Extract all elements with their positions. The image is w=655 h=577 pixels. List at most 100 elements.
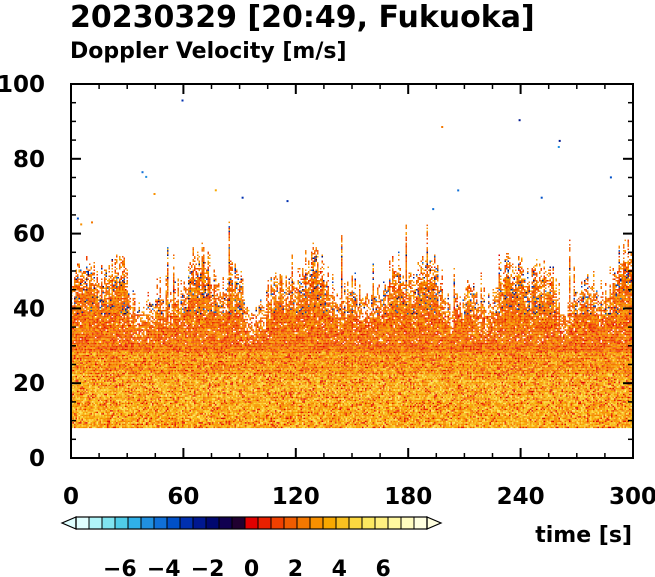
heatmap-cell — [115, 317, 117, 319]
heatmap-cell — [113, 353, 115, 355]
heatmap-cell — [109, 308, 111, 310]
heatmap-cell — [88, 358, 90, 360]
heatmap-cell — [97, 319, 99, 321]
heatmap-cell — [101, 383, 103, 385]
heatmap-cell — [143, 424, 145, 426]
heatmap-cell — [101, 424, 103, 426]
heatmap-cell — [83, 389, 85, 391]
heatmap-cell — [128, 361, 130, 363]
heatmap-cell — [89, 334, 91, 336]
heatmap-cell — [106, 298, 108, 300]
heatmap-cell — [103, 323, 105, 325]
heatmap-cell — [118, 305, 120, 307]
heatmap-cell — [134, 395, 136, 397]
heatmap-cell — [139, 334, 141, 336]
heatmap-cell — [83, 380, 85, 382]
heatmap-cell — [122, 277, 124, 279]
heatmap-cell — [140, 337, 142, 339]
heatmap-cell — [106, 425, 108, 427]
heatmap-cell — [145, 415, 147, 417]
heatmap-cell — [143, 410, 145, 412]
heatmap-cell — [116, 276, 118, 278]
heatmap-cell — [130, 334, 132, 336]
heatmap-cell — [94, 400, 96, 402]
heatmap-cell — [121, 368, 123, 370]
heatmap-cell — [143, 395, 145, 397]
heatmap-cell — [101, 373, 103, 375]
heatmap-cell — [124, 265, 126, 267]
heatmap-cell — [139, 415, 141, 417]
heatmap-cell — [73, 334, 75, 336]
heatmap-cell — [101, 368, 103, 370]
heatmap-cell — [79, 347, 81, 349]
heatmap-cell — [91, 425, 93, 427]
heatmap-cell — [95, 350, 97, 352]
heatmap-cell — [118, 421, 120, 423]
heatmap-cell — [100, 364, 102, 366]
heatmap-cell — [128, 359, 130, 361]
heatmap-cell — [140, 350, 142, 352]
heatmap-cell — [103, 350, 105, 352]
heatmap-cell — [122, 404, 124, 406]
heatmap-cell — [83, 340, 85, 342]
heatmap-cell — [125, 338, 127, 340]
heatmap-cell — [92, 338, 94, 340]
heatmap-cell — [86, 352, 88, 354]
heatmap-cell — [80, 328, 82, 330]
heatmap-cell — [121, 370, 123, 372]
heatmap-cell — [107, 329, 109, 331]
heatmap-cell — [124, 344, 126, 346]
heatmap-cell — [134, 317, 136, 319]
heatmap-cell — [133, 386, 135, 388]
heatmap-cell — [98, 283, 100, 285]
heatmap-cell — [145, 383, 147, 385]
heatmap-cell — [143, 352, 145, 354]
heatmap-cell — [82, 310, 84, 312]
heatmap-cell — [140, 355, 142, 357]
heatmap-cell — [122, 359, 124, 361]
heatmap-cell — [143, 361, 145, 363]
heatmap-cell — [133, 298, 135, 300]
heatmap-cell — [100, 391, 102, 393]
heatmap-cell — [74, 352, 76, 354]
heatmap-cell — [128, 331, 130, 333]
heatmap-cell — [83, 359, 85, 361]
heatmap-cell — [116, 395, 118, 397]
heatmap-cell — [88, 350, 90, 352]
heatmap-cell — [140, 371, 142, 373]
heatmap-cell — [125, 407, 127, 409]
heatmap-cell — [119, 380, 121, 382]
heatmap-cell — [142, 334, 144, 336]
heatmap-cell — [80, 343, 82, 345]
heatmap-cell — [112, 392, 114, 394]
heatmap-cell — [124, 365, 126, 367]
heatmap-cell — [83, 288, 85, 290]
heatmap-cell — [79, 388, 81, 390]
heatmap-cell — [137, 383, 139, 385]
heatmap-cell — [97, 370, 99, 372]
heatmap-cell — [97, 325, 99, 327]
heatmap-cell — [73, 413, 75, 415]
heatmap-cell — [85, 391, 87, 393]
heatmap-cell — [77, 335, 79, 337]
heatmap-cell — [103, 367, 105, 369]
heatmap-cell — [113, 349, 115, 351]
heatmap-cell — [127, 391, 129, 393]
heatmap-cell — [101, 268, 103, 270]
heatmap-cell — [74, 377, 76, 379]
heatmap-cell — [79, 265, 81, 267]
heatmap-cell — [94, 262, 96, 264]
heatmap-cell — [92, 413, 94, 415]
heatmap-cell — [119, 367, 121, 369]
heatmap-cell — [82, 374, 84, 376]
heatmap-cell — [98, 314, 100, 316]
heatmap-cell — [139, 377, 141, 379]
heatmap-cell — [110, 338, 112, 340]
heatmap-cell — [104, 311, 106, 313]
heatmap-cell — [94, 406, 96, 408]
heatmap-cell — [109, 401, 111, 403]
heatmap-cell — [137, 395, 139, 397]
heatmap-cell — [101, 328, 103, 330]
heatmap-cell — [97, 368, 99, 370]
heatmap-cell — [89, 274, 91, 276]
